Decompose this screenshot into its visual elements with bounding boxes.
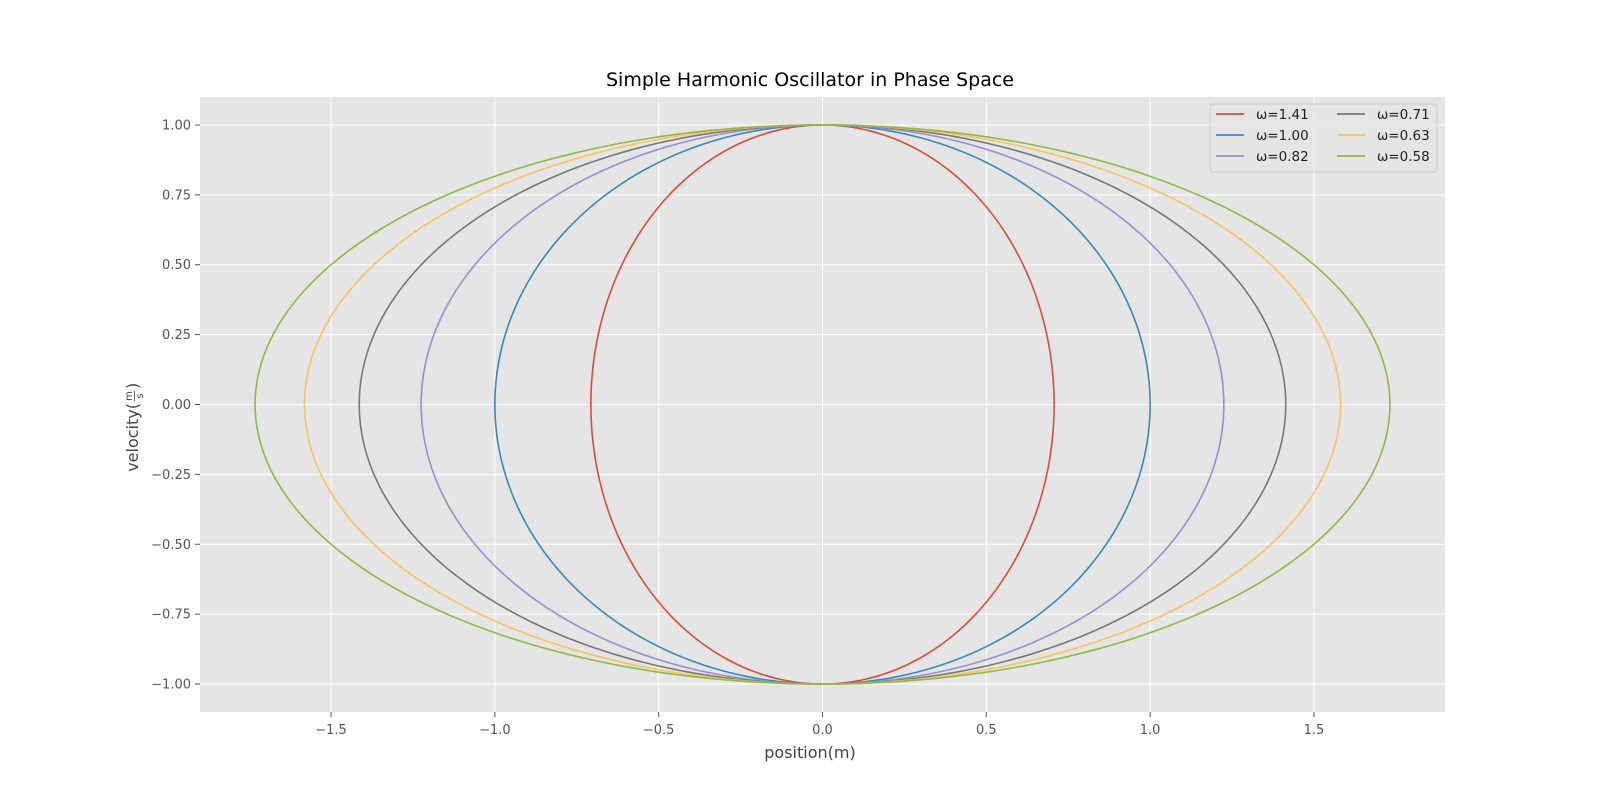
y-axis-label-unit-denominator: s [135,393,146,398]
chart-title: Simple Harmonic Oscillator in Phase Spac… [606,69,1014,91]
x-axis-label: position(m) [764,743,855,762]
y-axis-label: velocity( m s ) [123,383,146,472]
grid [200,97,1445,712]
x-tick-label: −1.0 [479,723,511,738]
legend-items: ω=1.41 ω=1.00 ω=0.82 ω=0.71 ω=0.63 ω=0.58 [1216,107,1430,165]
y-axis-label-main: velocity( [123,403,142,472]
y-tick-label: −0.50 [151,538,191,553]
legend-entry: ω=0.58 [1377,149,1430,165]
y-tick-label: 0.00 [162,398,191,413]
y-tick-label: −0.75 [151,608,191,623]
series-layer [254,124,1391,685]
y-tick-label: 0.75 [162,188,191,203]
x-axis-ticks: −1.5 −1.0 −0.5 0.0 0.5 1.0 1.5 [315,712,1324,738]
y-tick-label: 0.50 [162,258,191,273]
y-tick-label: −0.25 [151,468,191,483]
legend-entry: ω=1.00 [1256,128,1309,144]
y-axis-label-unit-numerator: m [124,391,135,401]
legend-entry: ω=0.63 [1377,128,1430,144]
x-tick-label: −1.5 [315,723,347,738]
y-tick-label: 1.00 [162,118,191,133]
legend-entry: ω=1.41 [1256,107,1309,123]
legend-entry: ω=0.82 [1256,149,1309,165]
legend-entry: ω=0.71 [1377,107,1430,123]
series-line-6 [254,124,1391,685]
y-axis-label-close: ) [123,383,142,389]
x-tick-label: 1.5 [1304,723,1325,738]
legend-box [1209,103,1438,173]
x-tick-label: 0.0 [812,723,833,738]
x-tick-label: 0.5 [976,723,997,738]
legend: ω=1.41 ω=1.00 ω=0.82 ω=0.71 ω=0.63 ω=0.58 [1209,103,1438,173]
y-tick-label: −1.00 [151,678,191,693]
x-tick-label: 1.0 [1140,723,1161,738]
y-axis-ticks: 1.00 0.75 0.50 0.25 0.00 −0.25 −0.50 −0.75 −1.00 [151,118,200,693]
x-tick-label: −0.5 [643,723,675,738]
y-tick-label: 0.25 [162,328,191,343]
